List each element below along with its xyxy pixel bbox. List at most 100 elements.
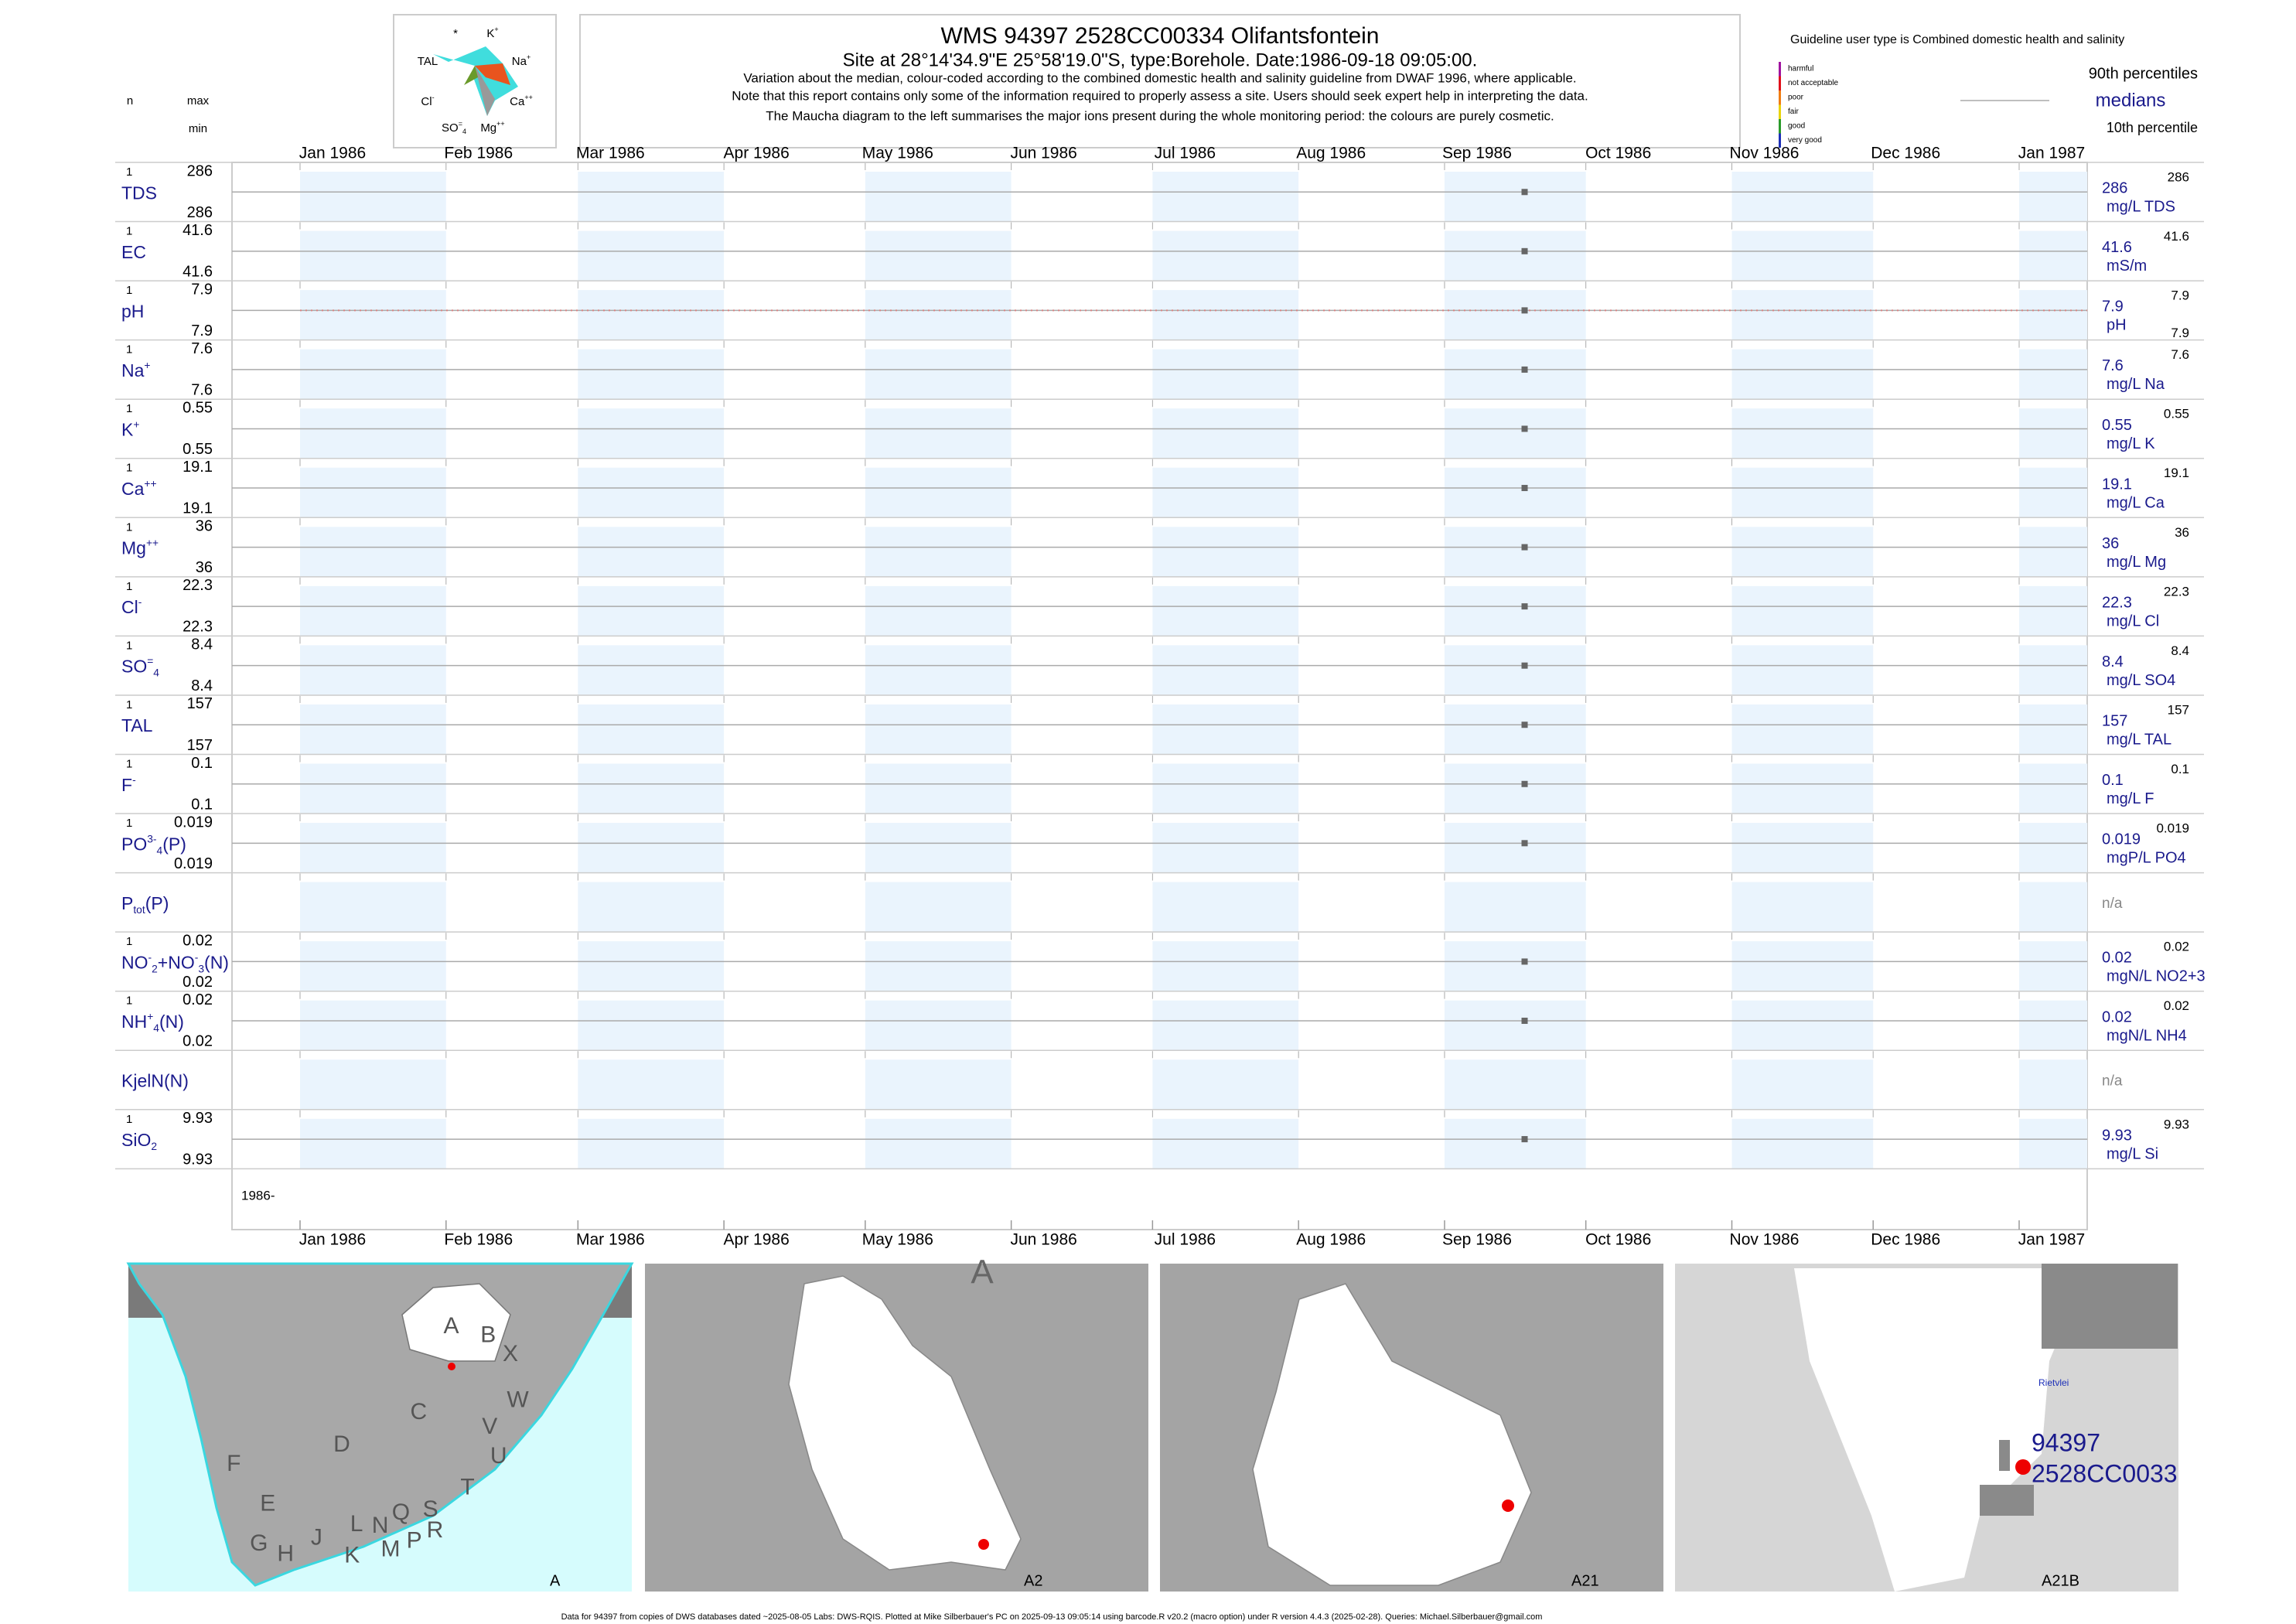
parameter-label: Ca++ — [121, 478, 157, 499]
min-value: 36 — [196, 559, 213, 576]
note: Variation about the median, colour-coded… — [743, 70, 1576, 85]
max-value: 8.4 — [191, 636, 213, 653]
label-part: - — [132, 774, 136, 786]
unit-label: mg/L SO4 — [2107, 672, 2175, 689]
month-band — [1152, 408, 1299, 459]
month-band — [2019, 1059, 2087, 1110]
month-band — [2019, 1118, 2087, 1169]
guideline-swatch — [1779, 90, 1781, 105]
month-band — [1731, 172, 1874, 222]
guideline-class: fair — [1788, 107, 1800, 116]
label-part: 4 — [157, 844, 163, 856]
month-band — [578, 1118, 725, 1169]
month-band — [1444, 1118, 1586, 1169]
median-value: 157 — [2102, 713, 2127, 730]
min-value: 19.1 — [183, 500, 213, 517]
month-band — [300, 1118, 446, 1169]
label-part: (N) — [159, 1012, 184, 1032]
unit-label: mgN/L NH4 — [2107, 1027, 2187, 1044]
footer: Data for 94397 from copies of DWS databa… — [561, 1612, 1543, 1622]
month-band — [1731, 527, 1874, 577]
month-band — [300, 585, 446, 636]
guideline-class: poor — [1788, 94, 1804, 102]
sample-point — [1521, 722, 1528, 728]
month-band — [1444, 290, 1586, 340]
month-band — [1444, 645, 1586, 695]
month-band — [865, 408, 1012, 459]
month-band — [1444, 1000, 1586, 1051]
parameter-label: Mg++ — [121, 537, 159, 558]
month-band — [578, 172, 725, 222]
month-label: Jan 1986 — [299, 145, 366, 162]
unit-label: mgN/L NO2+3 — [2107, 968, 2206, 985]
month-band — [2019, 585, 2087, 636]
label-part: TAL — [418, 55, 438, 68]
site-marker — [2015, 1459, 2031, 1475]
sample-point — [1521, 247, 1528, 254]
p90-value: 7.9 — [2171, 288, 2189, 303]
month-band — [578, 585, 725, 636]
max-value: 36 — [196, 518, 213, 535]
p90-value: 0.019 — [2156, 821, 2189, 836]
unit-label: mg/L K — [2107, 435, 2155, 452]
map-catchment — [401, 1283, 511, 1362]
label-part: 4 — [462, 128, 466, 135]
month-band — [1731, 1059, 1874, 1110]
month-band — [865, 645, 1012, 695]
sample-point — [1521, 544, 1528, 551]
month-band — [865, 823, 1012, 873]
month-band — [300, 230, 446, 281]
max-value: 7.9 — [191, 281, 213, 298]
label-part: - — [138, 596, 142, 608]
month-band — [865, 230, 1012, 281]
panel-label: A21B — [2042, 1572, 2079, 1589]
sample-point — [1521, 485, 1528, 492]
maucha-box — [393, 14, 557, 148]
n-value: 1 — [126, 935, 132, 948]
label-part: NH — [121, 1012, 147, 1032]
label-part: = — [147, 656, 153, 667]
month-band — [1731, 230, 1874, 281]
month-band — [1444, 230, 1586, 281]
max-value: 0.55 — [183, 399, 213, 416]
min-value: 0.55 — [183, 441, 213, 458]
p90-value: 19.1 — [2164, 466, 2189, 480]
label-part: tot — [133, 904, 145, 916]
maucha-label: Cl- — [421, 94, 434, 108]
month-band — [1731, 290, 1874, 340]
month-band — [300, 527, 446, 577]
month-band — [865, 290, 1012, 340]
unit-label: mg/L F — [2107, 790, 2154, 807]
map-catchment — [788, 1275, 1022, 1571]
label-part: ++ — [144, 478, 156, 490]
guideline-swatch — [1779, 76, 1781, 90]
label-part: - — [432, 94, 435, 101]
max-value: 19.1 — [183, 459, 213, 476]
month-band — [300, 349, 446, 400]
label-part: TDS — [121, 183, 157, 203]
panel-label: A21 — [1571, 1572, 1599, 1589]
month-band — [865, 941, 1012, 991]
label-part: P — [121, 893, 133, 913]
region-label: P — [407, 1527, 422, 1553]
min-value: 41.6 — [183, 263, 213, 280]
month-band — [578, 1059, 725, 1110]
maucha-label: * — [453, 27, 458, 40]
month-label: Oct 1986 — [1585, 145, 1651, 162]
label-part: Ca — [510, 95, 525, 108]
map-block — [1980, 1485, 2034, 1516]
label-part: Mg — [480, 121, 496, 135]
month-band — [1152, 230, 1299, 281]
label-part: + — [494, 26, 498, 33]
label-part: ++ — [496, 120, 505, 128]
p90-value: 0.55 — [2164, 407, 2189, 421]
month-band — [1731, 408, 1874, 459]
month-band — [1731, 1118, 1874, 1169]
max-value: 0.02 — [183, 932, 213, 949]
month-band — [578, 941, 725, 991]
guideline-swatch — [1779, 62, 1781, 77]
min-value: 157 — [187, 737, 213, 754]
parameter-label: SiO2 — [121, 1130, 157, 1152]
n-value: 1 — [126, 995, 132, 1008]
min-value: 7.9 — [191, 322, 213, 339]
